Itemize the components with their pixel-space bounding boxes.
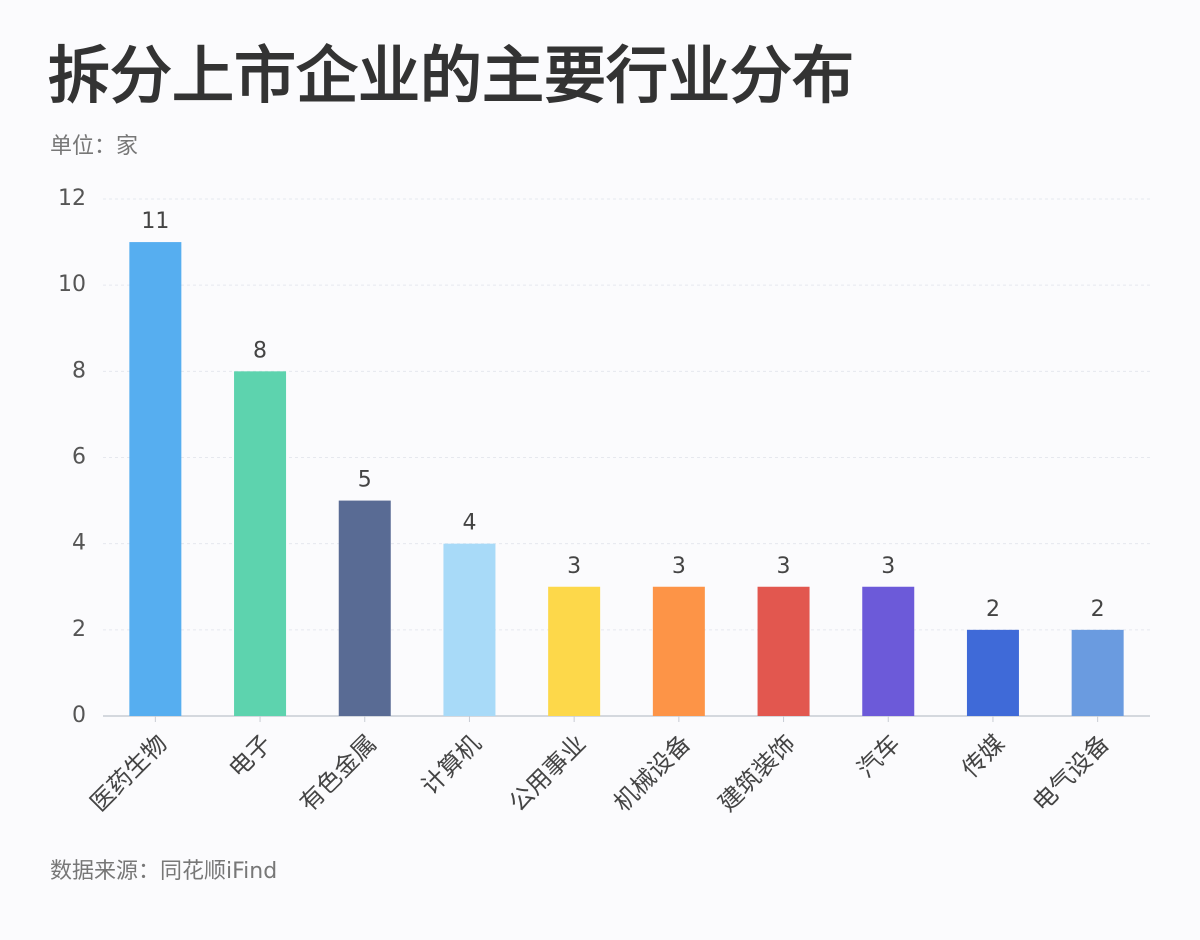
bar [757, 586, 810, 716]
y-tick-label: 10 [58, 272, 86, 297]
bar [862, 586, 915, 716]
source-note: 数据来源：同花顺iFind [50, 859, 277, 884]
y-tick-label: 12 [58, 186, 86, 211]
bar [966, 629, 1019, 716]
y-tick-label: 2 [72, 617, 86, 642]
y-tick-label: 8 [72, 358, 86, 383]
bar [234, 371, 287, 716]
bar [338, 500, 391, 716]
data-label: 3 [567, 554, 581, 579]
data-label: 11 [141, 209, 169, 234]
data-label: 8 [253, 338, 267, 363]
bar [129, 242, 182, 717]
data-label: 2 [1091, 597, 1105, 622]
data-label: 5 [358, 468, 372, 493]
y-tick-label: 0 [72, 703, 86, 728]
bar [443, 543, 496, 716]
y-tick-label: 4 [72, 531, 86, 556]
bar [548, 586, 601, 716]
bar [652, 586, 705, 716]
chart-title: 拆分上市企业的主要行业分布 [48, 39, 854, 112]
data-label: 4 [462, 511, 476, 536]
bar [1071, 629, 1124, 716]
y-tick-label: 6 [72, 445, 86, 470]
data-label: 2 [986, 597, 1000, 622]
chart-subtitle: 单位：家 [50, 134, 138, 159]
data-label: 3 [881, 554, 895, 579]
data-label: 3 [672, 554, 686, 579]
data-label: 3 [777, 554, 791, 579]
